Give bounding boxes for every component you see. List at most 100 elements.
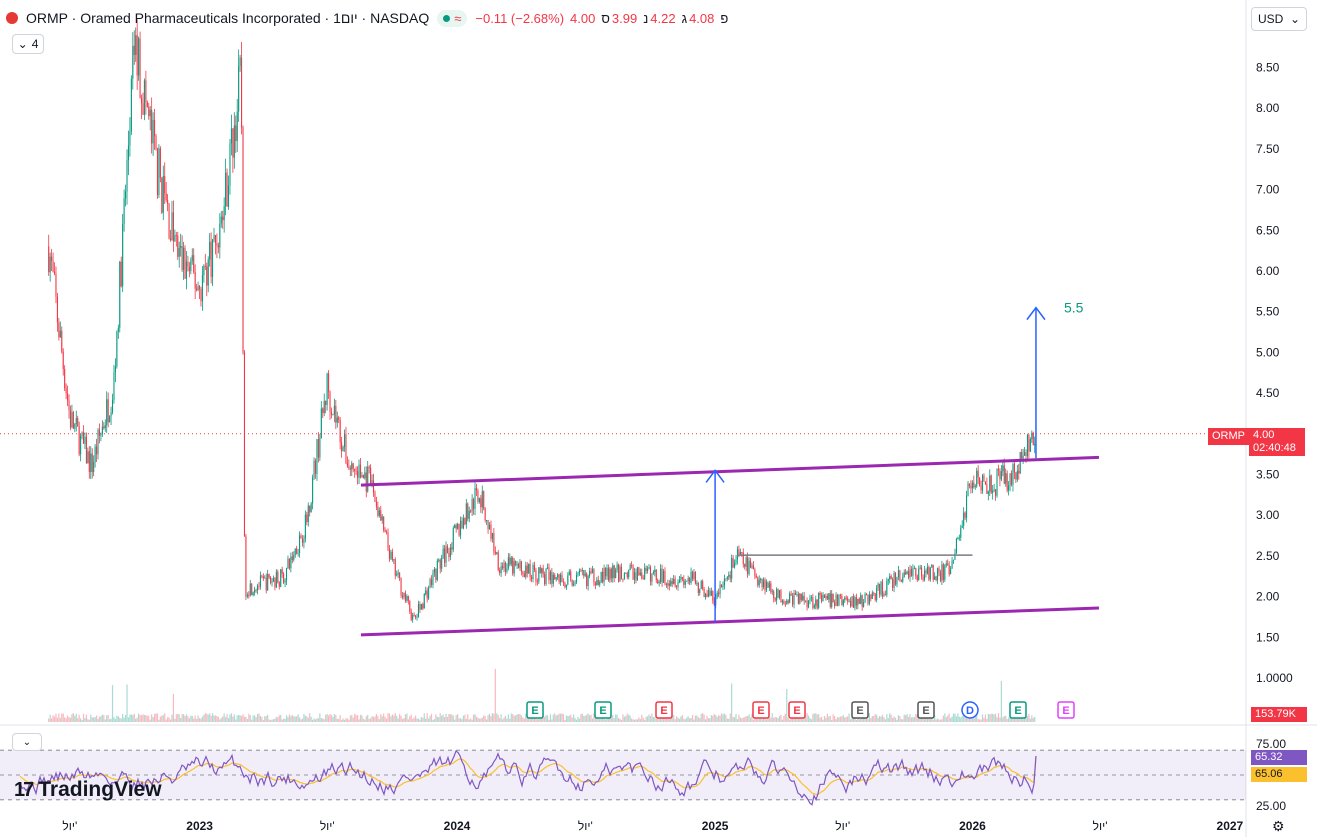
candle-body [644, 567, 646, 580]
volume-bar [889, 713, 891, 722]
volume-bar [718, 715, 720, 722]
candle-body [754, 569, 756, 577]
candle-body [513, 561, 515, 574]
candle-body [367, 466, 369, 492]
candle-body [132, 45, 134, 79]
candle-body [774, 598, 776, 601]
candle-body [428, 588, 430, 599]
volume-bar [185, 714, 188, 722]
candle-body [1015, 472, 1017, 480]
candle-body [523, 573, 525, 578]
volume-bar [271, 719, 273, 722]
candle-body [893, 572, 895, 588]
symbol-title[interactable]: ORMP · Oramed Pharmaceuticals Incorporat… [26, 10, 430, 26]
volume-bar [836, 717, 839, 722]
volume-bar [494, 668, 496, 722]
candle-body [986, 484, 988, 494]
volume-bar [893, 716, 895, 722]
candle-body [111, 399, 114, 413]
candle-body [178, 247, 180, 257]
volume-bar [861, 717, 863, 722]
volume-bar [603, 717, 605, 722]
earnings-marker: E [1057, 701, 1075, 719]
volume-bar [264, 716, 266, 722]
volume-bar [935, 719, 937, 722]
volume-bar [686, 717, 688, 722]
volume-bar [480, 718, 482, 722]
candle-body [942, 564, 944, 580]
candle-body [903, 572, 905, 577]
candle-body [929, 567, 931, 580]
tradingview-logo[interactable]: 17 TradingView [14, 778, 162, 802]
volume-bar [712, 715, 714, 722]
volume-bar [61, 713, 63, 722]
candle-body [264, 577, 266, 579]
candle-body [671, 580, 673, 584]
candle-body [910, 569, 913, 576]
volume-bar [728, 718, 730, 722]
candle-body [517, 564, 520, 568]
candle-body [490, 524, 492, 539]
volume-bar [549, 714, 552, 722]
high-label: ג [681, 10, 688, 26]
candle-body [468, 511, 470, 519]
candle-body [249, 583, 251, 596]
price-axis-tick: 6.00 [1256, 264, 1280, 278]
price-tag-box: 4.00 02:40:48 [1249, 428, 1305, 456]
candle-body [520, 561, 522, 572]
marker-shape [917, 701, 935, 719]
volume-bar [694, 715, 697, 722]
volume-bar [994, 713, 997, 722]
volume-bar [984, 714, 987, 722]
candle-body [384, 529, 386, 533]
candle-body [388, 549, 391, 559]
candle-body [722, 585, 724, 588]
volume-bar [323, 719, 325, 722]
candle-body [391, 551, 393, 560]
volume-bar [155, 713, 157, 722]
candle-body [574, 582, 576, 584]
candle-body [486, 520, 488, 521]
candle-body [449, 547, 451, 557]
candle-body [700, 581, 702, 589]
candle-body [535, 570, 537, 582]
volume-bar [449, 714, 451, 722]
candle-body [238, 66, 240, 112]
indicators-toggle-button[interactable]: ⌄ 4 [12, 34, 44, 54]
candle-body [822, 594, 824, 602]
marker-letter: E [856, 705, 863, 717]
volume-bar [493, 713, 495, 722]
volume-bar [641, 714, 643, 722]
volume-bar [1003, 716, 1005, 722]
candle-body [122, 223, 124, 287]
candle-body [868, 594, 870, 604]
candle-body [961, 525, 963, 528]
marker-letter: E [757, 705, 764, 717]
settings-icon[interactable]: ⚙ [1272, 818, 1285, 834]
candle-body [732, 558, 734, 568]
rsi-toggle-button[interactable]: ⌄ [12, 733, 42, 751]
candle-body [148, 106, 150, 117]
candle-body [599, 582, 601, 585]
volume-bar [477, 717, 479, 722]
candle-body [377, 506, 379, 516]
volume-bar [764, 716, 766, 722]
volume-bar [749, 717, 752, 722]
volume-bar [107, 714, 109, 722]
candle-body [625, 573, 627, 574]
volume-bar [877, 717, 879, 722]
candle-body [686, 580, 688, 582]
volume-bar [413, 717, 415, 722]
volume-bar [352, 717, 354, 722]
candle-body [984, 481, 986, 485]
volume-bar [178, 714, 180, 722]
currency-select[interactable]: USD ⌄ [1251, 7, 1307, 31]
volume-bar [599, 719, 601, 722]
candle-body [649, 567, 652, 582]
candle-body [879, 583, 881, 595]
volume-bar [870, 717, 872, 722]
candle-body [848, 601, 850, 602]
volume-bar [776, 717, 778, 722]
volume-bar [143, 714, 146, 722]
